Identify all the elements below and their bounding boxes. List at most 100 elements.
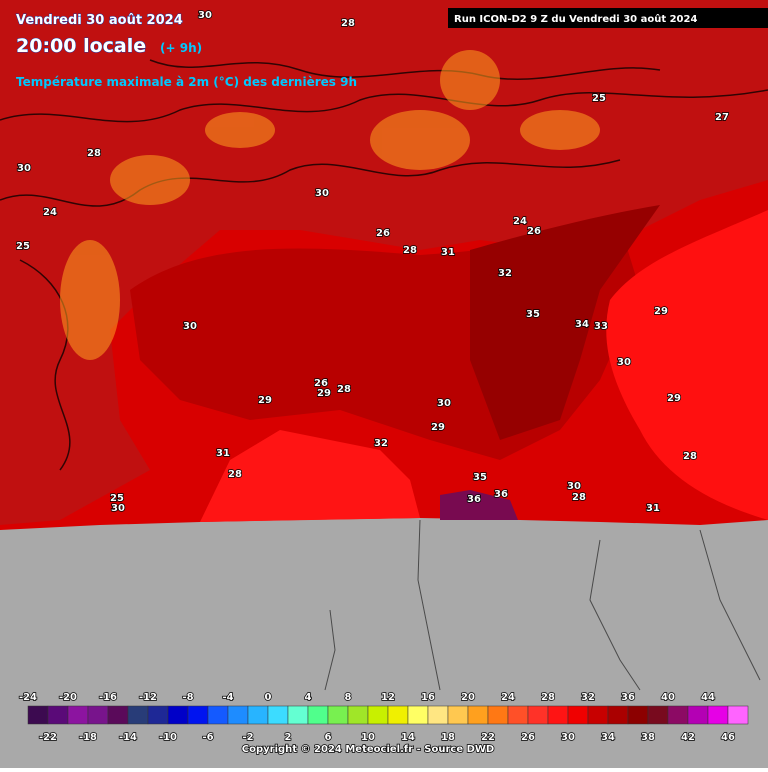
- borders: [324, 519, 761, 691]
- temperature-label: 25: [110, 493, 124, 504]
- color-box: [707, 705, 729, 725]
- temperature-label: 29: [431, 422, 445, 433]
- scale-tick-label: 30: [561, 732, 575, 743]
- scale-tick-label: 22: [481, 732, 495, 743]
- temperature-label: 29: [654, 306, 668, 317]
- scale-tick-label: 42: [681, 732, 695, 743]
- cool-patches: [60, 50, 600, 360]
- scale-tick-label: 14: [401, 732, 415, 743]
- color-box: [387, 705, 409, 725]
- scale-tick-label: 40: [661, 692, 675, 703]
- color-box: [527, 705, 549, 725]
- color-box: [187, 705, 209, 725]
- color-box: [367, 705, 389, 725]
- color-box: [407, 705, 429, 725]
- color-box: [487, 705, 509, 725]
- temperature-label: 25: [16, 241, 30, 252]
- temperature-label: 30: [315, 188, 329, 199]
- scale-tick-label: -12: [139, 692, 157, 703]
- color-box: [167, 705, 189, 725]
- color-box: [247, 705, 269, 725]
- temperature-label: 30: [617, 357, 631, 368]
- color-box: [567, 705, 589, 725]
- temperature-label: 28: [572, 492, 586, 503]
- scale-tick-label: 10: [361, 732, 375, 743]
- scale-tick-label: 44: [701, 692, 715, 703]
- ligurian-sea: [200, 430, 420, 522]
- temperature-label: 28: [337, 384, 351, 395]
- color-box: [47, 705, 69, 725]
- color-box: [587, 705, 609, 725]
- temperature-label: 30: [111, 503, 125, 514]
- temperature-label: 31: [216, 448, 230, 459]
- scale-tick-label: -4: [222, 692, 233, 703]
- temperature-label: 24: [513, 216, 527, 227]
- scale-tick-label: 12: [381, 692, 395, 703]
- scale-tick-label: 8: [345, 692, 352, 703]
- color-scale: -24-22-20-18-16-14-12-10-8-6-4-202468101…: [18, 691, 749, 744]
- temperature-label: 27: [715, 112, 729, 123]
- color-box: [147, 705, 169, 725]
- scale-tick-label: 32: [581, 692, 595, 703]
- variable: Température maximale à 2m (°C) des derni…: [16, 75, 357, 89]
- east-plain: [470, 205, 660, 440]
- scale-tick-label: -6: [202, 732, 213, 743]
- temperature-label: 29: [258, 395, 272, 406]
- scale-tick-label: -16: [99, 692, 117, 703]
- scale-tick-label: 36: [621, 692, 635, 703]
- temperature-label: 32: [374, 438, 388, 449]
- temperature-label: 26: [314, 378, 328, 389]
- temperature-label: 34: [575, 319, 589, 330]
- color-box: [27, 705, 49, 725]
- temperature-label: 31: [646, 503, 660, 514]
- offset: (+ 9h): [160, 41, 202, 55]
- color-box: [447, 705, 469, 725]
- color-box: [87, 705, 109, 725]
- scale-tick-label: 46: [721, 732, 735, 743]
- temperature-label: 24: [43, 207, 57, 218]
- temperature-label: 30: [198, 10, 212, 21]
- scale-tick-label: -2: [242, 732, 253, 743]
- date: Vendredi 30 août 2024: [16, 13, 183, 28]
- color-box: [607, 705, 629, 725]
- contours: [0, 59, 768, 471]
- scale-tick-label: -8: [182, 692, 193, 703]
- color-box: [627, 705, 649, 725]
- scale-tick-label: -22: [39, 732, 57, 743]
- scale-tick-label: 0: [265, 692, 272, 703]
- hot-spot: [440, 490, 518, 520]
- color-box: [547, 705, 569, 725]
- temperature-label: 36: [467, 494, 481, 505]
- scale-tick-label: 34: [601, 732, 615, 743]
- temperature-label: 30: [567, 481, 581, 492]
- scale-tick-label: 2: [285, 732, 292, 743]
- color-box: [207, 705, 229, 725]
- scale-tick-label: 4: [305, 692, 312, 703]
- temperature-label: 28: [87, 148, 101, 159]
- temperature-label: 30: [437, 398, 451, 409]
- color-box: [307, 705, 329, 725]
- temperature-label: 35: [526, 309, 540, 320]
- color-box: [227, 705, 249, 725]
- color-box: [467, 705, 489, 725]
- color-box: [287, 705, 309, 725]
- scale-tick-label: -14: [119, 732, 137, 743]
- scale-tick-label: -18: [79, 732, 97, 743]
- scale-tick-label: 16: [421, 692, 435, 703]
- color-box: [507, 705, 529, 725]
- temperature-label: 30: [183, 321, 197, 332]
- color-box: [107, 705, 129, 725]
- scale-tick-label: -20: [59, 692, 77, 703]
- temperature-label: 29: [317, 388, 331, 399]
- scale-tick-label: 28: [541, 692, 555, 703]
- color-box: [687, 705, 709, 725]
- temperature-label: 29: [667, 393, 681, 404]
- temperature-label: 35: [473, 472, 487, 483]
- color-box: [667, 705, 689, 725]
- color-box: [127, 705, 149, 725]
- temperature-label: 30: [17, 163, 31, 174]
- temperature-label: 26: [527, 226, 541, 237]
